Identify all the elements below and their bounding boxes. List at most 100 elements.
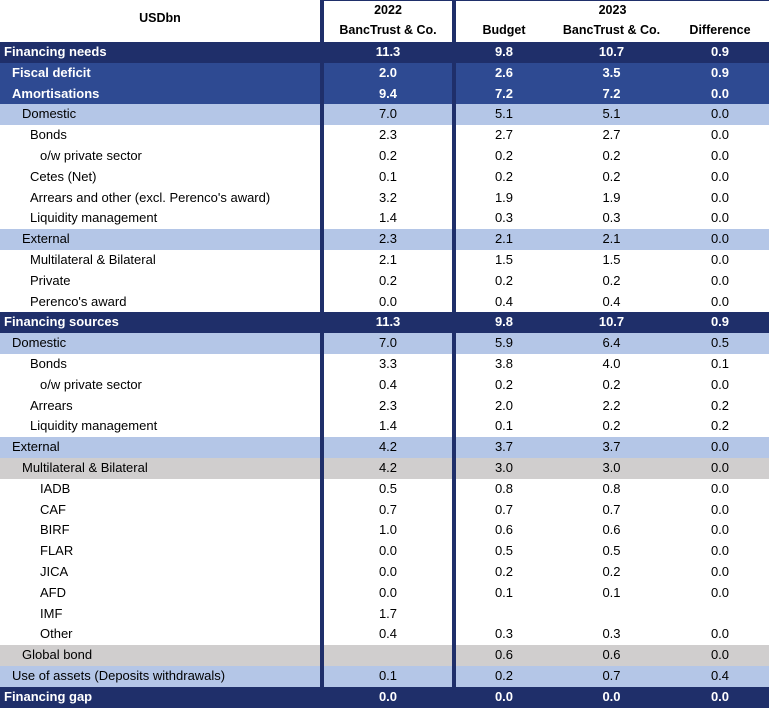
value-2022: 2.3 [324, 125, 452, 146]
value-budget: 3.8 [456, 353, 552, 375]
value-2023: 2.2 [552, 395, 671, 417]
value-difference: 0.0 [671, 125, 769, 146]
table-row: Use of assets (Deposits withdrawals) 0.1 0… [0, 665, 769, 687]
table-row: Domestic 7.0 5.1 5.1 0.0 [0, 104, 769, 126]
value-2022: 7.0 [324, 333, 452, 354]
value-2023: 2.7 [552, 125, 671, 146]
value-budget: 0.3 [456, 624, 552, 646]
value-budget: 0.4 [456, 291, 552, 313]
value-budget: 5.1 [456, 104, 552, 126]
row-label: Multilateral & Bilateral [0, 457, 320, 479]
table-row: Cetes (Net) 0.1 0.2 0.2 0.0 [0, 166, 769, 188]
table-row: Other 0.4 0.3 0.3 0.0 [0, 624, 769, 646]
value-difference: 0.0 [671, 208, 769, 230]
header-col-difference: Difference [689, 23, 751, 37]
value-2023: 0.8 [552, 478, 671, 500]
row-label: Other [0, 624, 320, 646]
value-difference: 0.0 [671, 166, 769, 188]
header-2023-cell: 2023 Budget BancTrust & Co. Difference [456, 0, 769, 42]
header-year-2022: 2022 [374, 3, 402, 17]
value-difference: 0.0 [671, 561, 769, 583]
value-budget: 0.7 [456, 499, 552, 521]
value-difference: 0.0 [671, 478, 769, 500]
header-2022-cell: 2022 BancTrust & Co. [324, 0, 452, 42]
value-2023: 7.2 [552, 83, 671, 105]
value-difference: 0.0 [671, 229, 769, 250]
value-difference: 0.0 [671, 541, 769, 562]
row-label: JICA [0, 561, 320, 583]
row-label: Perenco's award [0, 291, 320, 313]
value-2022: 11.3 [324, 312, 452, 334]
value-difference [671, 603, 769, 625]
value-2023: 0.2 [552, 270, 671, 292]
table-row: CAF 0.7 0.7 0.7 0.0 [0, 499, 769, 521]
row-label: BIRF [0, 520, 320, 542]
table-row: Bonds 2.3 2.7 2.7 0.0 [0, 125, 769, 146]
value-2022: 0.1 [324, 166, 452, 188]
column-divider-left [320, 0, 324, 708]
row-label: Domestic [0, 333, 320, 354]
row-label: Private [0, 270, 320, 292]
value-difference: 0.0 [671, 187, 769, 209]
table-row: Multilateral & Bilateral 4.2 3.0 3.0 0.0 [0, 457, 769, 479]
table-row: Fiscal deficit 2.0 2.6 3.5 0.9 [0, 62, 769, 84]
value-2022: 0.0 [324, 582, 452, 604]
table-row: Amortisations 9.4 7.2 7.2 0.0 [0, 83, 769, 105]
value-budget: 0.0 [456, 686, 552, 708]
value-2022: 3.3 [324, 353, 452, 375]
column-divider-right [452, 0, 456, 708]
value-2022 [324, 645, 452, 666]
value-difference: 0.0 [671, 624, 769, 646]
value-difference: 0.0 [671, 145, 769, 167]
value-2022: 0.2 [324, 145, 452, 167]
value-2023: 0.3 [552, 208, 671, 230]
table-row: AFD 0.0 0.1 0.1 0.0 [0, 582, 769, 604]
value-budget: 5.9 [456, 333, 552, 354]
value-2023: 0.2 [552, 145, 671, 167]
value-budget: 0.5 [456, 541, 552, 562]
row-label: External [0, 437, 320, 458]
value-budget: 0.6 [456, 645, 552, 666]
row-label: Amortisations [0, 83, 320, 105]
value-2023: 3.7 [552, 437, 671, 458]
value-2023: 4.0 [552, 353, 671, 375]
value-difference: 0.0 [671, 457, 769, 479]
value-2022: 0.5 [324, 478, 452, 500]
value-2022: 7.0 [324, 104, 452, 126]
value-budget: 1.9 [456, 187, 552, 209]
value-2022: 2.0 [324, 62, 452, 84]
value-budget: 0.1 [456, 416, 552, 438]
row-label: Global bond [0, 645, 320, 666]
header-unit-cell: USDbn [0, 0, 320, 42]
value-difference: 0.9 [671, 312, 769, 334]
value-2023: 0.6 [552, 520, 671, 542]
value-difference: 0.0 [671, 374, 769, 396]
value-difference: 0.0 [671, 437, 769, 458]
value-budget: 0.3 [456, 208, 552, 230]
table-row: o/w private sector 0.2 0.2 0.2 0.0 [0, 145, 769, 167]
value-difference: 0.9 [671, 62, 769, 84]
header-unit: USDbn [139, 11, 181, 25]
value-2023: 1.9 [552, 187, 671, 209]
row-label: o/w private sector [0, 145, 320, 167]
value-difference: 0.0 [671, 520, 769, 542]
value-difference: 0.0 [671, 270, 769, 292]
table-body: Financing needs 11.3 9.8 10.7 0.9 Fiscal defi… [0, 42, 769, 708]
row-label: Financing sources [0, 312, 320, 334]
value-2023: 10.7 [552, 42, 671, 63]
value-2023: 3.0 [552, 457, 671, 479]
row-label: Arrears [0, 395, 320, 417]
row-label: Liquidity management [0, 208, 320, 230]
table-row: FLAR 0.0 0.5 0.5 0.0 [0, 541, 769, 562]
value-2022: 0.7 [324, 499, 452, 521]
value-2022: 0.0 [324, 541, 452, 562]
value-budget: 9.8 [456, 312, 552, 334]
value-budget: 0.2 [456, 145, 552, 167]
value-budget: 0.2 [456, 270, 552, 292]
row-label: Multilateral & Bilateral [0, 249, 320, 271]
table-row: Multilateral & Bilateral 2.1 1.5 1.5 0.0 [0, 249, 769, 271]
value-budget: 1.5 [456, 249, 552, 271]
value-2023: 0.2 [552, 416, 671, 438]
value-2022: 2.1 [324, 249, 452, 271]
